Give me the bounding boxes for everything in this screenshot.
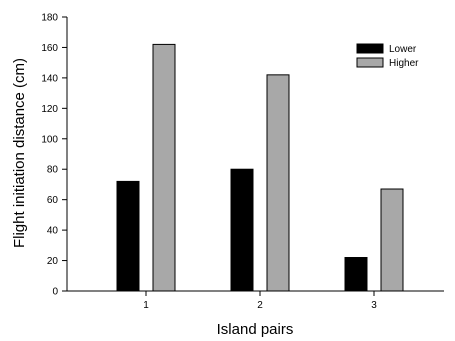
plot-area: 0 20 40 60 80 100 120 140 160 180 1 2 3 — [41, 13, 444, 311]
bar-lower-3 — [344, 257, 368, 292]
bar-higher-1 — [152, 43, 176, 292]
y-axis-title: Flight initiation distance (cm) — [11, 58, 28, 248]
legend-box — [349, 36, 441, 76]
x-tick-label: 3 — [371, 300, 377, 311]
y-tick-label: 180 — [41, 13, 58, 24]
y-tick-label: 100 — [41, 134, 58, 145]
y-tick-label: 140 — [41, 73, 58, 84]
y-tick-label: 120 — [41, 104, 58, 115]
bar-higher-3 — [380, 188, 404, 292]
y-tick-label: 160 — [41, 43, 58, 54]
y-tick-label: 20 — [47, 256, 59, 267]
x-tick-label: 2 — [257, 300, 263, 311]
bar-lower-1 — [116, 180, 140, 292]
y-tick-label: 0 — [52, 287, 58, 298]
x-tick-label: 1 — [143, 300, 149, 311]
legend-label-lower: Lower — [389, 44, 417, 55]
legend: Lower Higher — [349, 36, 441, 76]
legend-label-higher: Higher — [389, 58, 419, 69]
legend-swatch-higher — [356, 57, 384, 68]
bar-higher-2 — [266, 74, 290, 292]
y-tick-label: 60 — [47, 195, 59, 206]
y-tick-label: 80 — [47, 165, 59, 176]
bar-lower-2 — [230, 168, 254, 292]
y-tick-label: 40 — [47, 226, 59, 237]
x-axis-title: Island pairs — [217, 321, 294, 338]
legend-swatch-lower — [356, 43, 384, 54]
